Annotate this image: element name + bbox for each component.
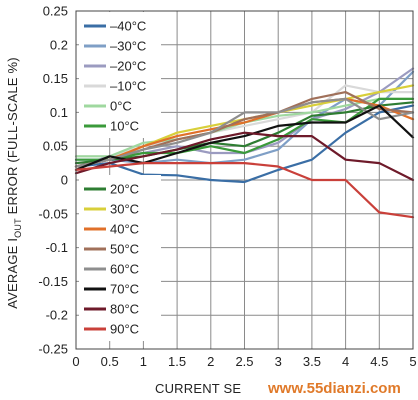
series-line-5	[74, 97, 415, 161]
legend-label: 40°C	[110, 222, 139, 237]
y-tick-label: 0.1	[50, 105, 68, 120]
x-tick-label: 1	[140, 354, 147, 369]
legend-label: 30°C	[110, 202, 139, 217]
series-lines	[74, 67, 415, 219]
x-tick-label: 3	[275, 354, 282, 369]
y-tick-label: 0.25	[43, 4, 68, 19]
x-tick-label: 2.5	[235, 354, 253, 369]
legend-label: –10°C	[110, 79, 146, 94]
legend-label: 50°C	[110, 242, 139, 257]
y-tick-label: -0.2	[46, 308, 68, 323]
y-tick-label: -0.05	[38, 206, 68, 221]
x-tick-label: 4.5	[370, 354, 388, 369]
y-tick-label: -0.25	[38, 342, 68, 357]
y-axis-title-subscript: OUT	[13, 218, 23, 238]
series-line-12	[74, 131, 415, 182]
y-tick-label: 0	[61, 173, 68, 188]
x-tick-label: 0	[72, 354, 79, 369]
y-axis-title-part-1: AVERAGE I	[5, 238, 20, 309]
legend-label: 90°C	[110, 322, 139, 337]
x-tick-label: 1.5	[168, 354, 186, 369]
legend-box-1	[79, 175, 161, 341]
x-tick-label: 3.5	[303, 354, 321, 369]
y-tick-label: 0.2	[50, 37, 68, 52]
legend-box-0	[79, 12, 161, 138]
x-tick-label: 0.5	[101, 354, 119, 369]
series-line-10	[74, 97, 415, 168]
legend-label: 70°C	[110, 282, 139, 297]
series-line-13	[74, 162, 415, 219]
x-tick-label: 2	[207, 354, 214, 369]
x-tick-label: 5	[409, 354, 416, 369]
axes: 0 0.5 1 1.5 2 2.5 3 3.5 4 4.5 5 0.25 0.2 0.15 0.1 0.05 0…	[38, 4, 416, 370]
y-tick-label: 0.05	[43, 139, 68, 154]
legend-label: 60°C	[110, 262, 139, 277]
series-line-0	[74, 104, 415, 184]
series-line-6	[74, 101, 415, 165]
legend-label: –40°C	[110, 19, 146, 34]
watermark-text: www.55dianzi.com	[267, 380, 401, 397]
y-tick-label: 0.15	[43, 71, 68, 86]
legend-label: –30°C	[110, 39, 146, 54]
legend-label: 10°C	[110, 119, 139, 134]
legend: –40°C –30°C –20°C –10°C 0°C 10°C 20°C 30°C 40°C 5…	[79, 12, 161, 341]
x-axis-title: CURRENT SE	[155, 381, 241, 396]
y-axis-title-part-2: ERROR (FULL-SCALE %)	[5, 57, 20, 218]
y-tick-label: -0.15	[38, 274, 68, 289]
y-axis-title: AVERAGE IOUT ERROR (FULL-SCALE %)	[5, 57, 23, 308]
legend-label: 20°C	[110, 182, 139, 197]
legend-label: 80°C	[110, 302, 139, 317]
plot-frame	[75, 10, 414, 350]
y-tick-label: -0.1	[46, 240, 68, 255]
x-tick-label: 4	[342, 354, 349, 369]
series-line-8	[74, 97, 415, 168]
series-line-11	[74, 104, 415, 171]
legend-label: 0°C	[110, 99, 132, 114]
legend-label: –20°C	[110, 59, 146, 74]
